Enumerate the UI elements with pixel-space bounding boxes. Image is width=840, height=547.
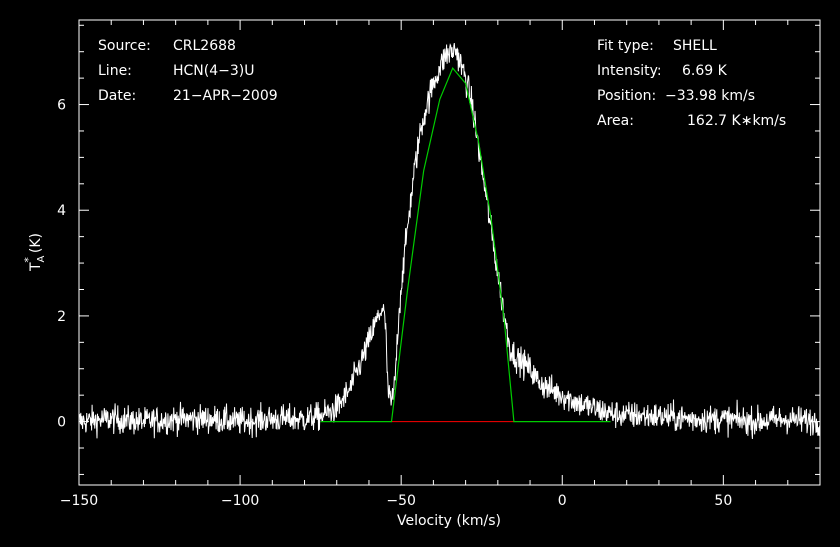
fit-area-label: Area:: [597, 113, 634, 129]
plot-lines: [78, 43, 821, 440]
y-axis-label-unit: (K): [28, 233, 44, 253]
date-value: 21−APR−2009: [173, 88, 278, 104]
fit-intensity-value: 6.69 K: [682, 63, 728, 79]
axis-ticks: [78, 20, 821, 485]
line-label: Line:: [98, 63, 132, 79]
plot-frame: [78, 19, 821, 486]
fit-intensity-label: Intensity:: [597, 63, 662, 79]
y-axis-label-sup: *: [22, 257, 35, 263]
fit-area-value: 162.7 K∗km/s: [687, 113, 786, 129]
x-axis-label: Velocity (km/s): [397, 513, 501, 529]
spectrum-line: [78, 43, 821, 440]
x-tick-label: −50: [386, 493, 416, 509]
source-label: Source:: [98, 38, 151, 54]
x-tick-label: 0: [558, 493, 567, 509]
date-label: Date:: [98, 88, 136, 104]
y-tick-label: 2: [57, 309, 66, 325]
y-axis-label-main: T: [28, 262, 44, 272]
y-axis-label: TA* (K): [22, 233, 47, 272]
line-value: HCN(4−3)U: [173, 63, 255, 79]
fit-type-value: SHELL: [673, 38, 717, 54]
y-tick-label: 4: [57, 203, 66, 219]
x-tick-label: −150: [60, 493, 98, 509]
plot-border: [78, 19, 821, 486]
fit-position-label: Position:: [597, 88, 656, 104]
y-tick-label: 6: [57, 98, 66, 114]
shell-fit-line: [320, 66, 611, 423]
y-tick-label: 0: [57, 415, 66, 431]
axis-tick-labels: −150 −100 −50 0 50 0 2 4 6: [57, 98, 732, 509]
y-axis-label-sub: A: [36, 255, 47, 262]
fit-position-value: −33.98 km/s: [665, 88, 755, 104]
fit-type-label: Fit type:: [597, 38, 654, 54]
x-tick-label: 50: [714, 493, 732, 509]
source-value: CRL2688: [173, 38, 236, 54]
x-tick-label: −100: [221, 493, 259, 509]
svg-text:TA*(K): TA* (K): [22, 233, 47, 272]
